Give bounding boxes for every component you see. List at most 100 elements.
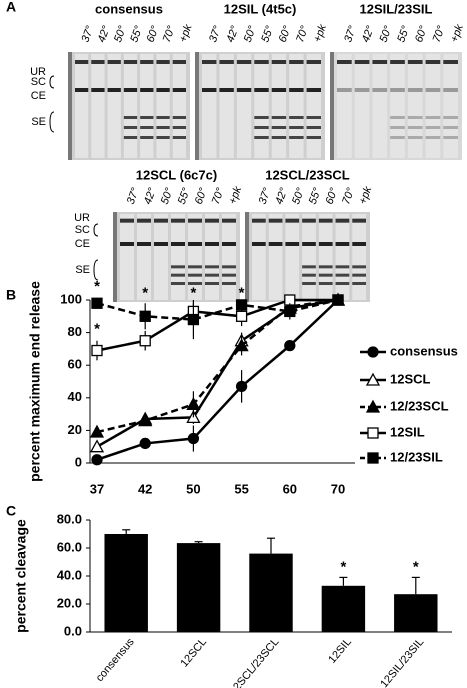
band (352, 242, 366, 246)
band (268, 218, 283, 223)
band (140, 88, 154, 92)
lane (285, 214, 300, 300)
band (335, 273, 350, 277)
x-tick-label: 70 (331, 481, 345, 496)
band (285, 242, 300, 246)
band (120, 242, 134, 246)
band (302, 273, 316, 277)
band (222, 282, 236, 285)
gel-title: 12SCL (6c7c) (136, 167, 217, 182)
band (306, 88, 321, 92)
bracket (93, 223, 99, 237)
legend-label: 12SIL (390, 424, 425, 439)
band (372, 60, 388, 64)
lane (335, 214, 350, 300)
gel-edge (113, 212, 117, 302)
series-line (96, 298, 339, 448)
lane (140, 54, 154, 158)
lane (318, 214, 333, 300)
row-label: SE (75, 264, 90, 276)
band (172, 126, 186, 129)
band (271, 126, 287, 129)
band (140, 136, 154, 139)
y-tick-label: 80.0 (57, 511, 82, 526)
band (254, 60, 269, 64)
band (425, 60, 441, 64)
band (205, 273, 219, 277)
lane (123, 54, 138, 158)
lane-label: 50° (290, 186, 307, 206)
lane-label: +pk (357, 184, 375, 206)
row-label: SC (31, 76, 46, 88)
band (188, 273, 202, 277)
marker (187, 432, 200, 445)
band (390, 60, 405, 64)
lane (289, 54, 304, 158)
lane (252, 214, 266, 300)
band (407, 126, 423, 129)
band (306, 136, 321, 139)
gel-title: 12SIL (4t5c) (224, 1, 297, 16)
y-tick-label: 20 (68, 422, 82, 437)
band (219, 88, 234, 92)
band (443, 60, 458, 64)
band (75, 60, 89, 64)
gel-edge (68, 52, 72, 160)
band (271, 116, 287, 119)
marker (138, 413, 153, 427)
band (205, 218, 219, 223)
lane (171, 214, 185, 300)
y-tick-label: 0 (75, 454, 82, 469)
lane-label: 60° (277, 24, 294, 44)
bracket (93, 259, 99, 281)
y-tick-label: 60 (68, 357, 82, 372)
band (352, 273, 366, 277)
row-label: CE (31, 90, 46, 102)
band (302, 242, 316, 246)
lane-label: 70° (340, 186, 357, 206)
band (271, 60, 287, 64)
band (335, 265, 350, 269)
band (443, 136, 458, 139)
row-label: SC (75, 224, 90, 236)
lane (91, 54, 105, 158)
band (120, 218, 134, 223)
lane (205, 214, 219, 300)
panel-label: B (6, 287, 16, 303)
bracket (49, 75, 55, 89)
band (222, 218, 236, 223)
lane-label: 37° (257, 186, 274, 206)
series-line (96, 298, 338, 352)
lane-label: 60° (145, 24, 162, 44)
lane (219, 54, 234, 158)
lane-label: +pk (177, 22, 195, 44)
lane-label: 55° (259, 24, 276, 44)
band (222, 273, 236, 277)
legend-marker (365, 399, 381, 413)
band (354, 60, 370, 64)
band (289, 88, 304, 92)
y-tick-label: 40 (68, 389, 82, 404)
x-tick-label: 12SIL (326, 636, 354, 666)
band (91, 88, 105, 92)
band (172, 116, 186, 119)
lane (271, 54, 287, 158)
lane-label: 55° (128, 24, 145, 44)
marker (332, 294, 344, 306)
lane (425, 54, 441, 158)
band (154, 218, 168, 223)
bar (321, 585, 366, 632)
annotation: * (413, 559, 419, 576)
gel-title: 12SIL/23SIL (360, 1, 433, 16)
lane-label: 60° (193, 186, 210, 206)
band (140, 126, 154, 129)
band (188, 218, 202, 223)
band (254, 126, 269, 129)
band (123, 88, 138, 92)
lane-label: 70° (210, 186, 227, 206)
band (306, 116, 321, 119)
bracket (49, 111, 55, 133)
band (188, 265, 202, 269)
legend-marker (365, 372, 381, 386)
band (137, 218, 151, 223)
